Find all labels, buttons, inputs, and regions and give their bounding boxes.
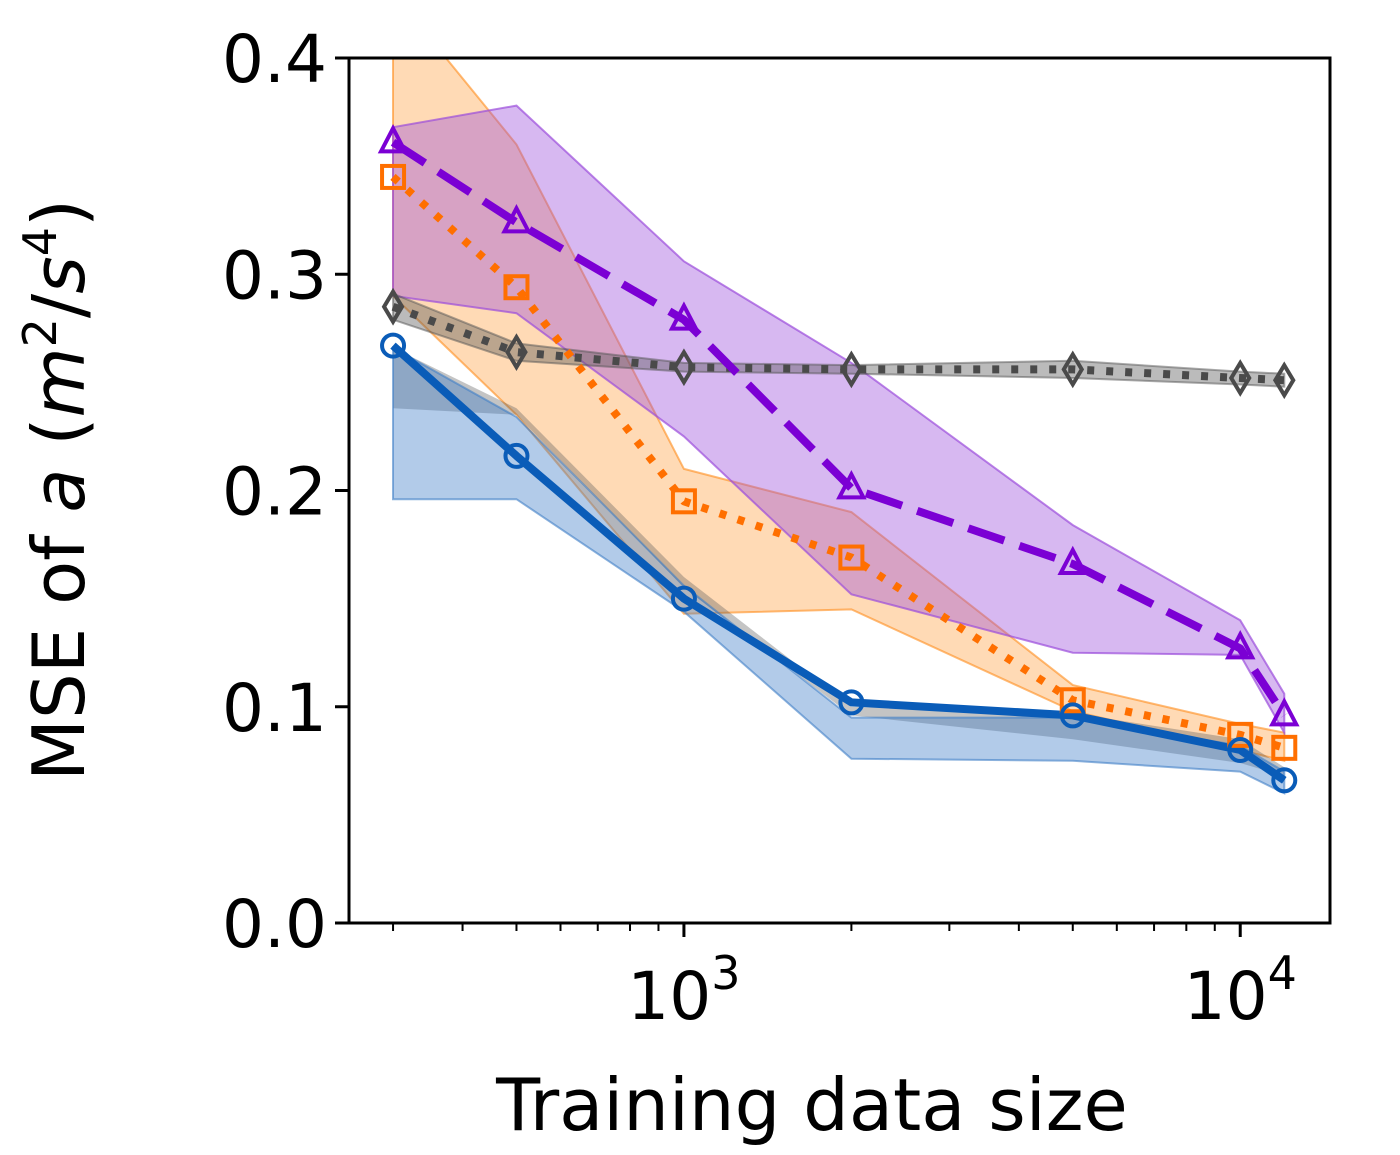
y-label-close: ) <box>17 199 101 227</box>
marker-orange-1 <box>503 274 530 301</box>
x-tick-label-1: 104 <box>1184 946 1297 1035</box>
marker-blue-4 <box>1059 702 1086 729</box>
marker-purple-4 <box>1057 545 1089 576</box>
y-tick-label-2: 0.2 <box>222 454 327 531</box>
marker-gray-5 <box>1228 359 1252 397</box>
x-tick-label-0: 103 <box>627 946 740 1035</box>
marker-blue-0 <box>380 332 407 359</box>
y-label-open: ( <box>17 417 101 468</box>
x-axis-ticks: 103 104 <box>392 923 1297 1035</box>
marker-gray-1 <box>505 333 528 371</box>
y-label-slash: / <box>17 293 101 318</box>
y-label-prefix: MSE of <box>17 513 101 782</box>
band-gray-lower <box>393 347 1285 776</box>
y-tick-label-3: 0.3 <box>222 237 327 314</box>
marker-purple-3 <box>836 470 867 500</box>
marker-purple-0 <box>377 124 409 154</box>
y-label-unit-s: s <box>17 256 101 294</box>
y-axis-label: MSE of a (m2/s4) <box>13 199 101 781</box>
x-axis-label: Training data size <box>495 1063 1128 1147</box>
marker-orange-3 <box>838 544 865 571</box>
marker-blue-6 <box>1271 767 1298 794</box>
y-tick-label-4: 0.4 <box>222 21 327 98</box>
y-label-unit-m: m <box>17 347 101 417</box>
x-tick-exponent-0: 3 <box>711 946 740 1000</box>
y-label-exp-s: 4 <box>13 227 67 256</box>
y-axis-ticks: 0.0 0.1 0.2 0.3 0.4 <box>222 21 349 963</box>
marker-blue-5 <box>1227 737 1254 763</box>
y-tick-label-1: 0.1 <box>222 670 327 747</box>
line-orange <box>390 173 1286 752</box>
series-lines <box>390 138 1288 784</box>
marker-blue-3 <box>838 689 865 716</box>
marker-orange-5 <box>1227 721 1254 748</box>
line-purple <box>390 138 1288 718</box>
marker-gray-6 <box>1272 361 1296 400</box>
line-gray <box>391 302 1285 385</box>
marker-orange-4 <box>1059 687 1086 714</box>
marker-gray-2 <box>672 348 696 387</box>
line-blue <box>390 342 1287 784</box>
marker-orange-2 <box>670 488 697 515</box>
marker-gray-0 <box>381 287 405 326</box>
marker-purple-1 <box>501 204 532 234</box>
marker-purple-5 <box>1224 630 1256 660</box>
y-label-variable: a <box>17 468 101 512</box>
x-tick-base-0: 10 <box>627 958 711 1035</box>
x-tick-exponent-1: 4 <box>1268 946 1297 1000</box>
marker-gray-4 <box>1061 350 1085 389</box>
marker-blue-2 <box>670 585 697 612</box>
marker-orange-6 <box>1271 734 1298 761</box>
x-tick-base-1: 10 <box>1184 958 1268 1035</box>
marker-purple-6 <box>1268 697 1300 727</box>
y-tick-label-0: 0.0 <box>222 886 327 963</box>
marker-orange-0 <box>380 163 407 190</box>
series-markers <box>377 124 1300 794</box>
marker-gray-3 <box>840 350 863 389</box>
marker-blue-1 <box>503 442 530 469</box>
marker-purple-2 <box>668 301 700 331</box>
y-label-exp-m: 2 <box>13 318 67 347</box>
